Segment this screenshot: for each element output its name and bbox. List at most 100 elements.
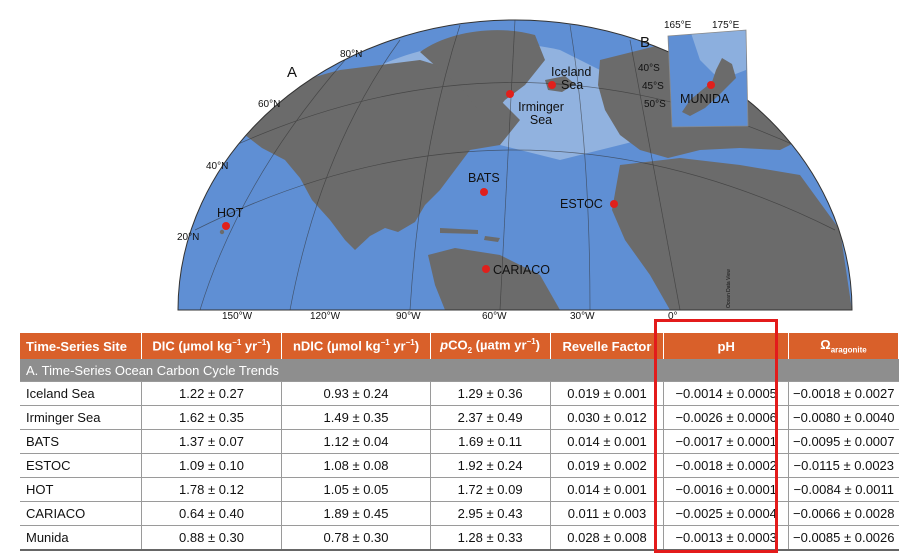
africa-landmass	[612, 158, 852, 310]
latitude-labels: 80°N 60°N 40°N 20°N	[177, 49, 362, 243]
cell-omega: −0.0115 ± 0.0023	[788, 453, 899, 478]
cell-dic: 1.62 ± 0.35	[141, 405, 283, 430]
cell-ph: −0.0017 ± 0.0001	[663, 429, 790, 454]
cell-dic: 0.64 ± 0.40	[141, 501, 283, 526]
cell-omega: −0.0095 ± 0.0007	[788, 429, 899, 454]
lon-label: 150°W	[222, 311, 253, 322]
panel-a-label: A	[287, 64, 297, 81]
table-row: BATS 1.37 ± 0.07 1.12 ± 0.04 1.69 ± 0.11…	[20, 429, 899, 454]
cell-ph: −0.0014 ± 0.0005	[663, 381, 790, 406]
cell-omega: −0.0066 ± 0.0028	[788, 501, 899, 526]
cell-omega: −0.0018 ± 0.0027	[788, 381, 899, 406]
site-dot	[707, 81, 715, 89]
map-credit: Ocean Data View	[726, 269, 732, 308]
cell-omega: −0.0084 ± 0.0011	[788, 477, 899, 502]
site-dot	[222, 222, 230, 230]
site-label: CARIACO	[493, 263, 550, 277]
col-header-revelle: Revelle Factor	[550, 333, 665, 359]
site-label: ESTOC	[560, 197, 603, 211]
table-row: Iceland Sea 1.22 ± 0.27 0.93 ± 0.24 1.29…	[20, 381, 899, 406]
cell-site: HOT	[20, 477, 142, 502]
cell-pco2: 1.72 ± 0.09	[430, 477, 551, 502]
lon-label: 60°W	[482, 311, 507, 322]
lon-label: 0°	[668, 311, 678, 322]
greenland-landmass	[420, 30, 545, 118]
cell-ph: −0.0018 ± 0.0002	[663, 453, 790, 478]
site-dot	[610, 200, 618, 208]
lat-label: 20°N	[177, 232, 199, 243]
col-header-ph: pH	[663, 333, 790, 359]
cell-dic: 0.88 ± 0.30	[141, 525, 283, 551]
lon-label: 90°W	[396, 311, 421, 322]
site-label: HOT	[217, 206, 244, 220]
table-row: CARIACO 0.64 ± 0.40 1.89 ± 0.45 2.95 ± 0…	[20, 501, 899, 526]
cell-site: BATS	[20, 429, 142, 454]
site-label: Irminger Sea	[518, 100, 564, 127]
south-america-landmass	[428, 248, 560, 310]
section-label: A. Time-Series Ocean Carbon Cycle Trends	[20, 359, 899, 382]
site-dot	[480, 188, 488, 196]
cell-omega: −0.0080 ± 0.0040	[788, 405, 899, 430]
cell-pco2: 1.28 ± 0.33	[430, 525, 551, 551]
table-row: HOT 1.78 ± 0.12 1.05 ± 0.05 1.72 ± 0.09 …	[20, 477, 899, 502]
cell-pco2: 1.69 ± 0.11	[430, 429, 551, 454]
cell-ph: −0.0013 ± 0.0003	[663, 525, 790, 551]
site-cariaco: CARIACO	[482, 263, 550, 277]
site-estoc: ESTOC	[560, 197, 618, 211]
cell-dic: 1.78 ± 0.12	[141, 477, 283, 502]
cell-ndic: 1.12 ± 0.04	[281, 429, 431, 454]
lat-label: 80°N	[340, 49, 362, 60]
cell-dic: 1.09 ± 0.10	[141, 453, 283, 478]
table-row: Irminger Sea 1.62 ± 0.35 1.49 ± 0.35 2.3…	[20, 405, 899, 430]
section-row: A. Time-Series Ocean Carbon Cycle Trends	[20, 359, 899, 382]
table-row: Munida 0.88 ± 0.30 0.78 ± 0.30 1.28 ± 0.…	[20, 525, 899, 551]
col-header-site: Time-Series Site	[20, 333, 142, 359]
cell-site: ESTOC	[20, 453, 142, 478]
cell-site: Irminger Sea	[20, 405, 142, 430]
col-header-dic: DIC (µmol kg−1 yr−1)	[141, 333, 283, 359]
panel-b-label: B	[640, 34, 650, 51]
carbon-trends-table: Time-Series Site DIC (µmol kg−1 yr−1) nD…	[20, 333, 899, 551]
cell-ph: −0.0016 ± 0.0001	[663, 477, 790, 502]
cell-ndic: 1.49 ± 0.35	[281, 405, 431, 430]
col-header-omega: Ωaragonite	[788, 333, 899, 359]
cell-ndic: 1.05 ± 0.05	[281, 477, 431, 502]
site-dot	[482, 265, 490, 273]
cell-site: Iceland Sea	[20, 381, 142, 406]
lat-label: 40°N	[206, 161, 228, 172]
cell-pco2: 2.95 ± 0.43	[430, 501, 551, 526]
cell-revelle: 0.014 ± 0.001	[550, 477, 665, 502]
cell-revelle: 0.030 ± 0.012	[550, 405, 665, 430]
cell-revelle: 0.011 ± 0.003	[550, 501, 665, 526]
site-label: BATS	[468, 171, 500, 185]
site-iceland-sea: Iceland Sea	[548, 65, 591, 92]
site-label: Iceland Sea	[551, 65, 591, 92]
lat-label: 60°N	[258, 99, 280, 110]
station-map: A 80°N 60°N 40°N 20°N 150°W 120°W 90°W 6…	[177, 19, 853, 322]
col-header-ndic: nDIC (µmol kg−1 yr−1)	[281, 333, 431, 359]
north-america-landmass	[232, 60, 520, 250]
inset-lat-label: 45°S	[642, 81, 664, 92]
cell-site: CARIACO	[20, 501, 142, 526]
table-row: ESTOC 1.09 ± 0.10 1.08 ± 0.08 1.92 ± 0.2…	[20, 453, 899, 478]
inset-lat-label: 50°S	[644, 99, 666, 110]
col-header-pco2: pCO2 (µatm yr−1)	[430, 333, 551, 359]
cell-revelle: 0.028 ± 0.008	[550, 525, 665, 551]
cell-ndic: 1.89 ± 0.45	[281, 501, 431, 526]
cell-pco2: 2.37 ± 0.49	[430, 405, 551, 430]
cell-dic: 1.37 ± 0.07	[141, 429, 283, 454]
lon-label: 30°W	[570, 311, 595, 322]
cell-ph: −0.0025 ± 0.0004	[663, 501, 790, 526]
cell-ndic: 0.78 ± 0.30	[281, 525, 431, 551]
inset-lon-label: 175°E	[712, 20, 740, 31]
cell-revelle: 0.019 ± 0.002	[550, 453, 665, 478]
cell-ndic: 1.08 ± 0.08	[281, 453, 431, 478]
cell-revelle: 0.014 ± 0.001	[550, 429, 665, 454]
cell-ndic: 0.93 ± 0.24	[281, 381, 431, 406]
main-map-panel: A 80°N 60°N 40°N 20°N 150°W 120°W 90°W 6…	[177, 19, 853, 322]
cell-ph: −0.0026 ± 0.0006	[663, 405, 790, 430]
lon-label: 120°W	[310, 311, 341, 322]
table-header-row: Time-Series Site DIC (µmol kg−1 yr−1) nD…	[20, 333, 899, 359]
site-bats: BATS	[468, 171, 500, 196]
cell-dic: 1.22 ± 0.27	[141, 381, 283, 406]
